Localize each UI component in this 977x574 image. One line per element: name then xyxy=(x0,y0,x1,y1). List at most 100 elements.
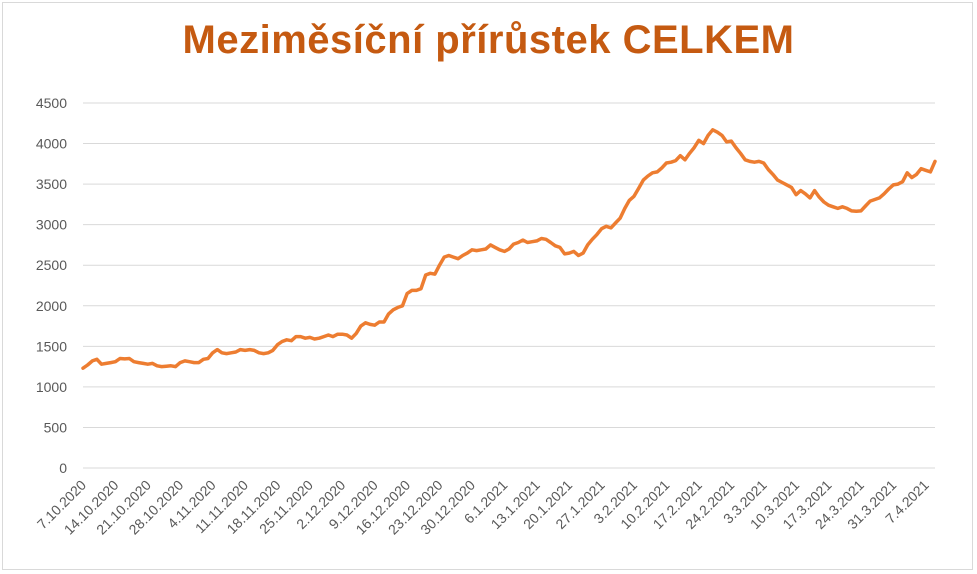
data-point xyxy=(549,241,552,244)
series-group xyxy=(81,128,937,370)
data-point xyxy=(882,192,886,195)
data-point xyxy=(503,250,506,253)
data-point xyxy=(396,306,400,309)
data-point xyxy=(586,243,589,247)
data-point xyxy=(401,304,404,307)
data-point xyxy=(475,249,478,252)
y-tick-label: 4000 xyxy=(36,136,67,152)
data-point xyxy=(572,250,575,253)
data-point xyxy=(669,161,673,164)
data-point xyxy=(517,241,520,244)
data-point xyxy=(651,171,654,174)
data-point xyxy=(160,365,163,368)
data-point xyxy=(702,142,705,145)
data-point xyxy=(785,183,788,187)
data-point xyxy=(864,204,867,208)
data-point xyxy=(387,312,390,316)
data-point xyxy=(808,196,812,200)
data-point xyxy=(146,363,149,366)
data-point xyxy=(350,337,353,340)
data-point xyxy=(415,289,418,292)
data-point xyxy=(151,362,154,365)
data-point xyxy=(656,170,659,174)
data-point xyxy=(211,351,214,354)
data-point xyxy=(142,362,145,365)
data-point xyxy=(410,289,413,292)
data-point xyxy=(776,178,779,182)
data-point xyxy=(118,357,122,360)
data-point xyxy=(790,186,793,189)
data-point xyxy=(646,174,650,178)
data-point xyxy=(192,361,196,364)
data-point xyxy=(600,227,603,230)
y-tick-label: 2500 xyxy=(36,257,67,273)
data-point xyxy=(734,146,738,149)
data-point xyxy=(521,238,525,242)
y-tick-label: 1500 xyxy=(36,338,67,354)
data-point xyxy=(257,351,261,354)
data-point xyxy=(447,254,450,257)
data-point xyxy=(771,173,775,176)
data-point xyxy=(831,205,835,208)
data-point xyxy=(123,357,126,361)
data-point xyxy=(169,364,173,367)
data-point xyxy=(794,193,798,196)
data-point xyxy=(280,340,284,343)
data-point xyxy=(248,348,251,351)
data-point xyxy=(276,343,279,346)
data-point xyxy=(628,199,631,202)
data-point xyxy=(290,339,293,342)
data-point xyxy=(364,321,367,324)
data-point xyxy=(535,239,538,243)
data-point xyxy=(753,161,756,164)
data-point xyxy=(915,173,918,176)
data-point xyxy=(285,338,288,341)
data-point xyxy=(887,187,890,191)
data-point xyxy=(679,154,682,157)
data-point xyxy=(730,139,733,143)
data-point xyxy=(202,358,205,361)
data-point xyxy=(697,139,700,142)
data-point xyxy=(308,336,312,339)
data-point xyxy=(368,323,372,326)
data-point xyxy=(665,161,668,165)
y-tick-label: 4500 xyxy=(36,95,67,111)
data-point xyxy=(660,166,663,170)
data-point xyxy=(484,247,487,251)
data-point xyxy=(544,238,548,241)
data-point xyxy=(243,349,247,352)
data-point xyxy=(100,363,103,366)
data-point xyxy=(267,351,270,354)
data-point xyxy=(642,178,645,182)
data-point xyxy=(234,350,237,354)
data-point xyxy=(799,189,802,192)
data-point xyxy=(906,171,909,174)
data-point xyxy=(262,352,265,355)
data-point xyxy=(429,272,432,275)
data-point xyxy=(405,292,409,295)
data-point xyxy=(318,337,321,340)
x-axis-ticks: 7.10.202014.10.202021.10.202028.10.20204… xyxy=(34,477,932,538)
data-point xyxy=(744,158,747,161)
data-point xyxy=(489,243,492,247)
data-point xyxy=(563,252,566,256)
data-point xyxy=(230,351,233,354)
data-point xyxy=(605,225,608,228)
data-point xyxy=(845,207,849,210)
data-point xyxy=(95,358,99,361)
data-point xyxy=(438,264,441,267)
data-point xyxy=(299,335,302,338)
chart-title: Meziměsíční přírůstek CELKEM xyxy=(182,18,795,62)
data-point xyxy=(507,247,511,251)
data-point xyxy=(114,360,117,363)
data-point xyxy=(378,320,381,324)
data-point xyxy=(461,254,464,257)
data-point xyxy=(197,361,200,364)
data-point xyxy=(253,349,256,352)
y-tick-label: 2000 xyxy=(36,298,67,314)
data-point xyxy=(554,244,557,247)
data-point xyxy=(382,320,386,324)
data-point xyxy=(924,169,927,172)
